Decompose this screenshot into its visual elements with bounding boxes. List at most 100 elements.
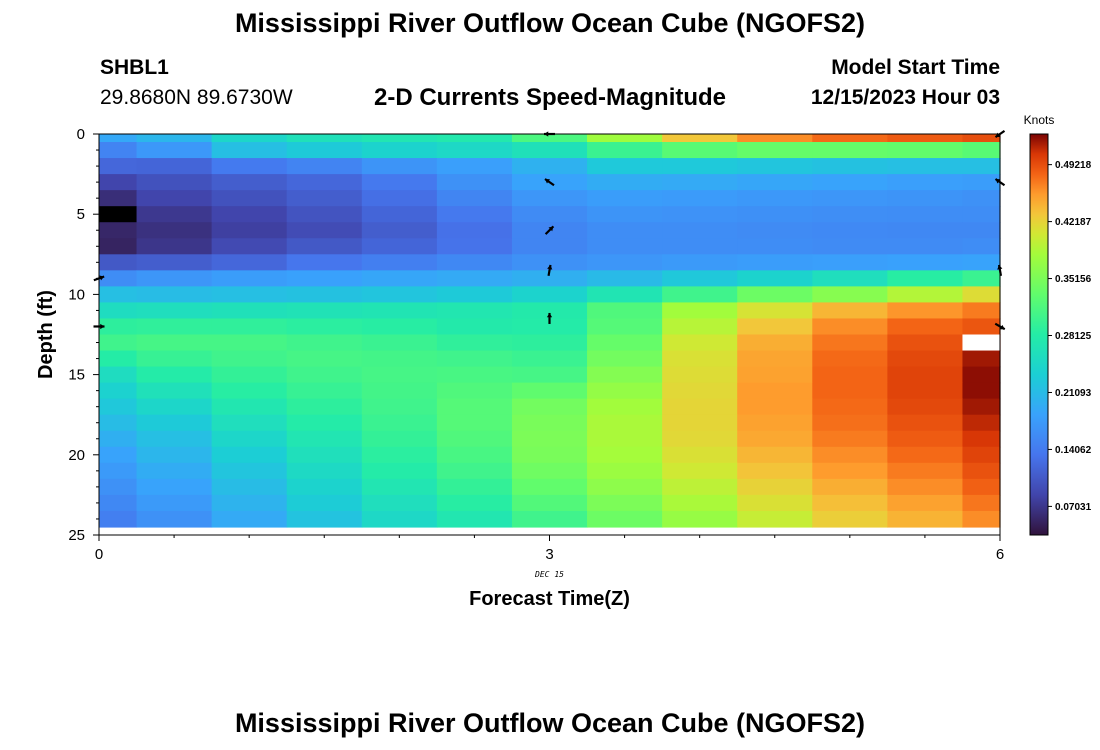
heatmap-cell [737,254,813,271]
heatmap-cell [587,446,663,464]
heatmap-cell [812,142,888,159]
heatmap-cell [662,494,738,512]
missing-data-cell [99,206,137,223]
heatmap-cell [737,318,813,336]
heatmap-cell [136,134,213,143]
heatmap-cell [136,398,213,416]
heatmap-cell [737,334,813,352]
heatmap-cell [136,206,213,223]
heatmap-cell [211,430,288,448]
heatmap-cell [361,382,438,400]
heatmap-cell [99,414,138,432]
heatmap-cell [962,366,1001,384]
heatmap-cell [812,134,888,143]
heatmap-cell [136,238,213,255]
heatmap-cell [99,190,138,207]
heatmap-cell [361,318,438,336]
heatmap-cell [587,158,663,175]
heatmap-cell [887,398,964,416]
heatmap-cell [211,206,288,223]
heatmap-cell [662,134,738,143]
heatmap-cell [211,350,288,368]
heatmap-cell [662,510,738,528]
current-vector-arrow [544,178,555,187]
heatmap-cell [436,414,513,432]
heatmap-cell [211,142,288,159]
heatmap-cell [136,158,213,175]
heatmap-cell [99,334,138,352]
colorbar-tick-label: 0.35156 [1055,274,1092,285]
heatmap-cell [812,222,888,239]
heatmap-cell [962,318,1001,336]
heatmap-cell [587,398,663,416]
heatmap-cell [361,494,438,512]
y-tick-label: 20 [68,447,85,464]
heatmap-cell [587,334,663,352]
heatmap-cell [211,134,288,143]
heatmap-cell [737,206,813,223]
missing-data-cell [962,334,1000,351]
heatmap-cell [962,142,1001,159]
heatmap-cell [887,158,964,175]
heatmap-cell [587,174,663,191]
heatmap-cell [737,478,813,496]
heatmap-cell [361,158,438,175]
chart-title-top: Mississippi River Outflow Ocean Cube (NG… [234,8,866,38]
heatmap-cell [286,430,363,448]
heatmap-cell [99,158,138,175]
y-axis: 0 5 10 15 20 25 [68,126,99,544]
y-tick-label: 25 [68,527,85,544]
heatmap-cell [511,318,588,336]
heatmap-cell [587,382,663,400]
heatmap-cell [136,222,213,239]
heatmap-cell [211,446,288,464]
heatmap-cell [812,238,888,255]
heatmap-cell [211,382,288,400]
heatmap-cell [737,350,813,368]
heatmap-cell [511,494,588,512]
heatmap-cell [812,494,888,512]
heatmap-cell [587,510,663,528]
heatmap-cell [662,174,738,191]
heatmap-cell [962,238,1001,255]
heatmap-cell [511,334,588,352]
heatmap-cell [286,222,363,239]
heatmap-cell [436,382,513,400]
colorbar-tick-label: 0.42187 [1055,217,1092,228]
heatmap-cell [662,334,738,352]
heatmap-cell [436,430,513,448]
heatmap-cell [361,462,438,480]
heatmap-cell [99,350,138,368]
heatmap-cell [962,222,1001,239]
heatmap-cell [99,398,138,416]
heatmap-cell [887,254,964,271]
heatmap-cell [436,206,513,223]
heatmap-cell [887,414,964,432]
heatmap-cell [962,286,1001,304]
heatmap-cell [436,270,513,287]
heatmap-cell [887,350,964,368]
heatmap-cell [662,478,738,496]
heatmap-cell [436,142,513,159]
heatmap-cell [962,350,1001,368]
heatmap-cell [812,270,888,287]
heatmap-cell [737,302,813,320]
heatmap-cell [812,366,888,384]
heatmap-cell [962,446,1001,464]
heatmap-cell [887,462,964,480]
heatmap-cell [737,158,813,175]
heatmap-cell [211,366,288,384]
heatmap-cell [436,286,513,304]
heatmap-cell [136,478,213,496]
heatmap-cell [436,398,513,416]
heatmap-cell [962,174,1001,191]
heatmap-cell [136,414,213,432]
heatmap-cell [511,190,588,207]
heatmap-cell [662,366,738,384]
heatmap-cell [286,318,363,336]
heatmap-cell [887,190,964,207]
y-axis-label: Depth (ft) [35,290,57,379]
heatmap-cell [737,414,813,432]
heatmap-cell [511,398,588,416]
heatmap-cell [361,398,438,416]
